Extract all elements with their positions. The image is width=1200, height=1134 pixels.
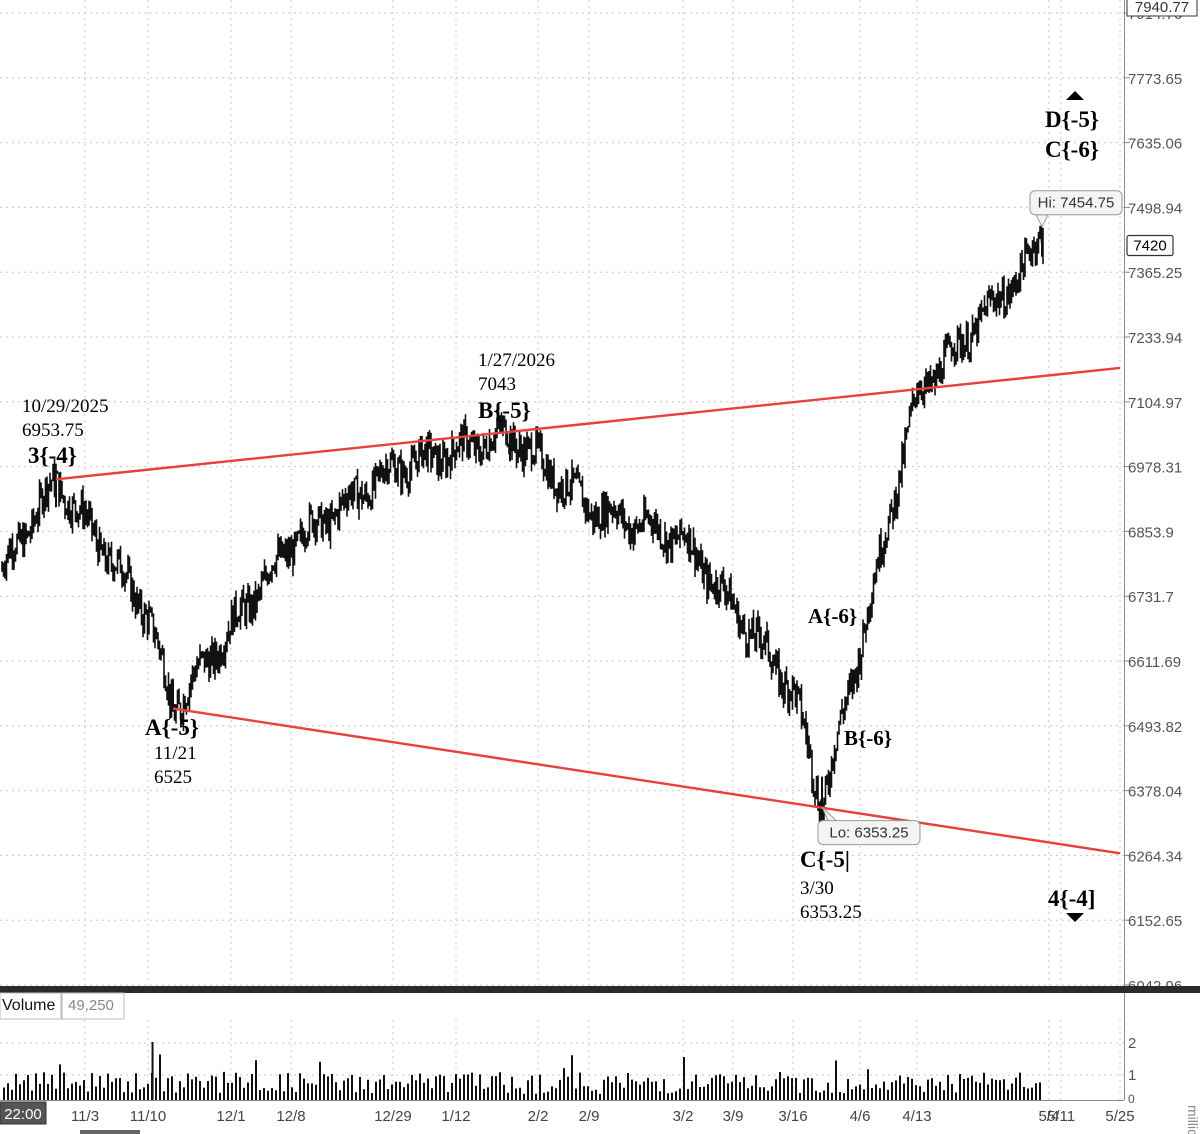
price-tick-label: 7233.94 <box>1128 330 1182 347</box>
time-box: 22:00 <box>0 1101 47 1125</box>
price-tick-label: 7104.97 <box>1128 395 1182 412</box>
volume-label: Volume <box>2 997 55 1014</box>
date-tick-label: 12/1 <box>216 1108 245 1125</box>
price-tick-label: 6264.34 <box>1128 848 1182 865</box>
volume-tick: 1 <box>1128 1067 1136 1084</box>
wave-annotations: 10/29/2025 6953.75 3{-4} A{-5} 11/21 652… <box>22 91 1099 923</box>
trendlines <box>55 366 1121 855</box>
waveB5-price: 7043 <box>478 374 516 395</box>
date-tick-label: 11/3 <box>71 1108 99 1125</box>
low-callout: Lo: 6353.25 <box>817 806 921 846</box>
price-bars <box>1 225 1044 826</box>
date-tick-label: 2/9 <box>579 1108 600 1125</box>
high-callout: Hi: 7454.75 <box>1029 190 1123 228</box>
date-tick-label: 2/2 <box>528 1108 549 1125</box>
volume-header: Volume 49,250 <box>0 992 125 1020</box>
price-bar-path <box>1 225 1044 826</box>
price-tick-label: 6493.82 <box>1128 719 1182 736</box>
price-tick-label: 6152.65 <box>1128 913 1182 930</box>
volume-tick: 0 <box>1128 1092 1135 1106</box>
volume-bars <box>3 1042 1041 1100</box>
high-callout-text: Hi: 7454.75 <box>1038 195 1115 212</box>
price-tick-label: 7498.94 <box>1128 200 1182 217</box>
waveA6-label: A{-6} <box>808 604 857 628</box>
trendline <box>55 366 1121 481</box>
waveA5-date: 11/21 <box>154 743 197 764</box>
waveB5-label: B{-5} <box>478 398 531 423</box>
time-box-label: 22:00 <box>4 1106 42 1123</box>
last-price-label: 7420 <box>1133 238 1166 255</box>
waveB5-date: 1/27/2026 <box>478 350 555 371</box>
date-tick-label: 1/12 <box>441 1108 470 1125</box>
waveA5-label: A{-5} <box>145 715 199 740</box>
volume-axis: 2 1 0 millions <box>1128 1035 1200 1134</box>
wave3-price: 6953.75 <box>22 420 84 441</box>
low-callout-text: Lo: 6353.25 <box>829 825 908 842</box>
down-arrow-icon <box>1066 913 1084 922</box>
trendline <box>172 707 1121 855</box>
wave4-label: 4{-4] <box>1048 886 1095 911</box>
date-tick-label: 3/2 <box>673 1108 694 1125</box>
volume-value: 49,250 <box>68 997 114 1014</box>
volume-unit: millions <box>1185 1105 1200 1134</box>
up-arrow-icon <box>1066 91 1084 100</box>
date-tick-label: 4/13 <box>902 1108 931 1125</box>
date-tick-label: 3/9 <box>723 1108 744 1125</box>
waveC5-label: C{-5| <box>800 847 850 872</box>
waveA5-price: 6525 <box>154 767 192 788</box>
panel-divider[interactable] <box>0 986 1200 993</box>
waveB6-label: B{-6} <box>844 726 892 750</box>
scrollbar-handle[interactable] <box>80 1130 140 1134</box>
date-tick-label: 12/8 <box>276 1108 305 1125</box>
price-tick-label: 6978.31 <box>1128 460 1182 477</box>
date-tick-label: 4/6 <box>850 1108 871 1125</box>
date-axis[interactable]: 11/3 11/10 12/1 12/8 12/29 1/12 2/2 2/9 3/2 3/9 3/… <box>71 1108 1135 1125</box>
waveC5-date: 3/30 <box>800 878 834 899</box>
price-tick-label: 7635.06 <box>1128 136 1182 153</box>
date-tick-label: 5/25 <box>1105 1108 1134 1125</box>
date-tick-label: 11/10 <box>130 1108 166 1125</box>
date-tick-label: 3/16 <box>778 1108 807 1125</box>
price-tick-label: 7365.25 <box>1128 265 1182 282</box>
last-price-marker: 7420 <box>1126 234 1174 257</box>
price-tick-label: 6378.04 <box>1128 784 1182 801</box>
volume-tick: 2 <box>1128 1035 1136 1052</box>
date-tick-label: 5/4 <box>1038 1108 1059 1125</box>
date-tick-label: 5/11 <box>1047 1108 1075 1125</box>
waveC5-price: 6353.25 <box>800 902 862 923</box>
wave3-date: 10/29/2025 <box>22 396 109 417</box>
top-price-label: 7940.77 <box>1135 0 1189 16</box>
price-axis-bg <box>1124 0 1200 985</box>
price-tick-label: 7773.65 <box>1128 71 1182 88</box>
price-tick-label: 6853.9 <box>1128 524 1174 541</box>
waveC6-label: C{-6} <box>1045 137 1099 162</box>
volume-bar-path <box>3 1042 1041 1100</box>
wave3-label: 3{-4} <box>28 443 77 468</box>
price-tick-label: 6731.7 <box>1128 589 1174 606</box>
price-tick-label: 6611.69 <box>1128 654 1181 671</box>
top-price-box: 7940.77 <box>1126 0 1198 17</box>
waveD5-label: D{-5} <box>1045 107 1099 132</box>
date-tick-label: 12/29 <box>374 1108 412 1125</box>
